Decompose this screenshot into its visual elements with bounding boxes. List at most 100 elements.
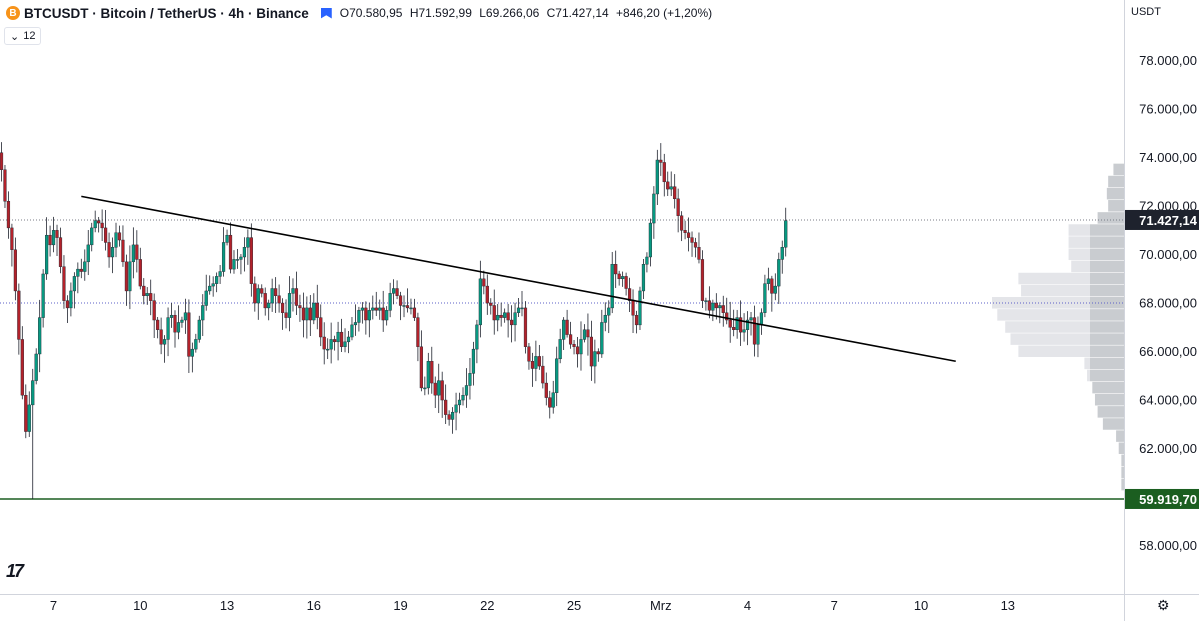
candle <box>367 310 371 321</box>
flag-icon[interactable] <box>320 7 332 19</box>
candle <box>235 259 240 261</box>
candle <box>86 244 90 263</box>
support-price-badge <box>1125 488 1199 509</box>
open-value: O70.580,95 <box>339 6 403 20</box>
candle <box>0 152 4 170</box>
trendline[interactable] <box>81 195 956 363</box>
y-tick-label: 74.000,00 <box>1139 150 1197 165</box>
candle <box>201 305 205 321</box>
candle <box>319 317 323 338</box>
candle <box>718 305 722 309</box>
candle <box>79 268 83 272</box>
candle <box>333 339 337 343</box>
y-tick-label: 62.000,00 <box>1139 441 1197 456</box>
candle <box>676 198 680 216</box>
indicator-toggle[interactable]: ⌄ 12 <box>4 27 42 45</box>
candle <box>58 237 63 267</box>
candle <box>430 361 434 384</box>
volume-profile-bar <box>997 309 1090 321</box>
candle <box>624 276 628 289</box>
candle <box>162 339 167 345</box>
candle <box>572 344 576 347</box>
indicator-count: 12 <box>23 30 36 42</box>
candle <box>287 293 292 318</box>
volume-profile-bar <box>1005 321 1090 333</box>
candle <box>388 293 392 311</box>
candle <box>745 319 750 330</box>
candle <box>405 305 410 309</box>
candle <box>548 397 552 408</box>
candle <box>759 312 764 326</box>
volume-profile-bar <box>1090 236 1124 248</box>
currency-label[interactable]: USDT <box>1131 6 1161 18</box>
candle <box>402 305 406 307</box>
symbol-header[interactable]: B BTCUSDT · Bitcoin / TetherUS · 4h · Bi… <box>6 4 716 22</box>
x-tick-label: 13 <box>1001 598 1015 613</box>
candle <box>346 336 351 343</box>
low-value: L69.266,06 <box>479 6 540 20</box>
y-tick-label: 66.000,00 <box>1139 344 1197 359</box>
x-tick-label: 19 <box>393 598 407 613</box>
candle <box>6 201 11 229</box>
candle <box>461 394 465 401</box>
candle <box>711 302 715 311</box>
gear-icon[interactable]: ⚙ <box>1157 597 1170 613</box>
volume-profile-bar <box>1118 442 1124 454</box>
candle <box>20 339 24 396</box>
candle <box>326 348 330 351</box>
candle <box>27 404 31 432</box>
candle <box>641 264 646 292</box>
candle <box>156 319 160 330</box>
candle <box>732 327 736 330</box>
last-price-badge <box>1125 209 1199 230</box>
candle <box>267 302 271 309</box>
candle <box>777 259 781 287</box>
volume-profile-bar <box>1090 309 1124 321</box>
candle <box>634 314 639 326</box>
volume-profile-bar <box>1090 321 1124 333</box>
candle <box>308 307 312 321</box>
candle <box>353 322 358 326</box>
candle <box>256 288 260 304</box>
candle <box>298 305 302 309</box>
candle <box>149 293 153 301</box>
candle <box>114 232 118 248</box>
candle <box>3 169 7 202</box>
candle <box>55 230 59 238</box>
tradingview-logo[interactable]: 17 <box>6 561 24 581</box>
candle <box>138 259 142 287</box>
candle <box>38 317 42 355</box>
candle <box>600 322 604 355</box>
candle <box>336 331 340 343</box>
y-tick-label: 58.000,00 <box>1139 538 1197 553</box>
volume-profile-bar <box>1090 345 1124 358</box>
candle <box>51 230 56 246</box>
candle <box>471 348 476 374</box>
symbol-title[interactable]: BTCUSDT · Bitcoin / TetherUS · 4h · Bina… <box>24 5 309 21</box>
candle <box>83 261 87 272</box>
candle <box>503 312 507 318</box>
candle <box>117 232 122 241</box>
candle <box>568 334 573 345</box>
volume-profile-bar <box>1090 369 1124 382</box>
candle <box>173 314 177 333</box>
volume-profile-bar <box>1071 260 1090 273</box>
candle <box>645 256 649 265</box>
volume-profile-bar <box>1010 333 1090 345</box>
candle <box>513 312 517 326</box>
candle <box>482 278 486 287</box>
candle <box>464 385 469 396</box>
candle <box>544 382 548 398</box>
volume-profile-bar <box>1018 345 1090 358</box>
candle <box>707 300 711 311</box>
last-price-label: 71.427,14 <box>1139 213 1198 228</box>
candle <box>700 259 705 301</box>
x-tick-label: 25 <box>567 598 581 613</box>
candle <box>232 259 236 270</box>
candle <box>520 307 524 310</box>
candle <box>683 230 687 233</box>
candle <box>350 324 354 338</box>
candle <box>409 307 413 310</box>
candle <box>378 307 382 311</box>
